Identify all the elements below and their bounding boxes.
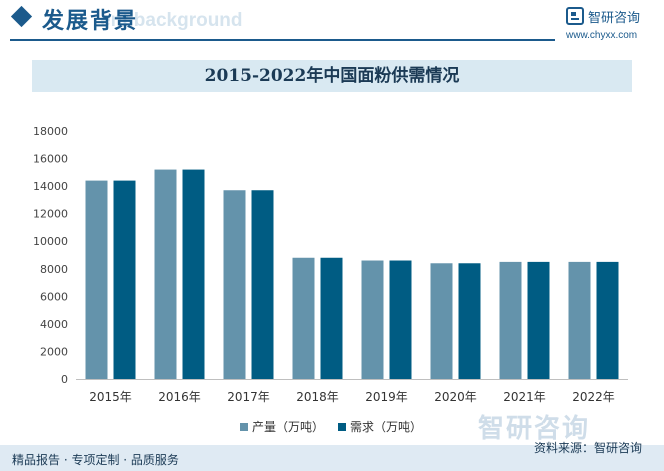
bar bbox=[499, 261, 522, 379]
bar bbox=[458, 263, 481, 379]
footer-tagline: 精品报告 · 专项定制 · 品质服务 bbox=[12, 453, 179, 467]
x-tick-label: 2019年 bbox=[365, 390, 408, 404]
y-tick-label: 4000 bbox=[40, 318, 68, 331]
y-tick-label: 16000 bbox=[33, 153, 68, 166]
chyxx-logo-icon bbox=[566, 7, 584, 25]
y-tick-label: 0 bbox=[61, 373, 68, 386]
footer-bar bbox=[0, 445, 664, 471]
chart-title: 2015-2022年中国面粉供需情况 bbox=[204, 66, 460, 86]
bar bbox=[430, 263, 453, 379]
bar bbox=[568, 261, 591, 379]
legend-item: 需求（万吨） bbox=[338, 418, 422, 435]
source-note: 资料来源：智研咨询 bbox=[534, 441, 643, 455]
bar bbox=[251, 190, 274, 379]
legend-swatch bbox=[338, 422, 347, 431]
header-divider bbox=[10, 39, 555, 41]
x-tick-label: 2015年 bbox=[89, 390, 132, 404]
x-tick-label: 2022年 bbox=[572, 390, 615, 404]
legend-swatch bbox=[240, 422, 248, 431]
bar bbox=[182, 169, 205, 379]
bar bbox=[223, 190, 246, 379]
header-subtitle: ent background bbox=[100, 10, 243, 31]
y-tick-label: 10000 bbox=[33, 235, 68, 248]
bar bbox=[320, 257, 343, 379]
y-tick-label: 2000 bbox=[40, 345, 68, 358]
brand-url[interactable]: www.chyxx.com bbox=[566, 30, 638, 41]
y-tick-label: 18000 bbox=[33, 125, 68, 138]
y-tick-label: 14000 bbox=[33, 180, 68, 193]
x-tick-label: 2017年 bbox=[227, 390, 270, 404]
legend-label: 产量（万吨） bbox=[252, 420, 325, 434]
bar bbox=[527, 261, 550, 379]
bar bbox=[154, 169, 177, 379]
y-tick-label: 12000 bbox=[33, 208, 68, 221]
header-title: 发展背景 bbox=[42, 9, 139, 34]
chart-title-bar: 2015-2022年中国面粉供需情况 bbox=[32, 60, 632, 92]
bar bbox=[596, 261, 619, 379]
x-tick-label: 2016年 bbox=[158, 390, 201, 404]
footer-watermark: 智研咨询 bbox=[478, 414, 591, 444]
brand-name: 智研咨询 bbox=[588, 11, 641, 26]
x-tick-label: 2020年 bbox=[434, 390, 477, 404]
y-tick-label: 6000 bbox=[40, 290, 68, 303]
legend-item: 产量（万吨） bbox=[240, 418, 324, 435]
header: ent background 发展背景 bbox=[0, 0, 664, 44]
bar bbox=[85, 180, 108, 379]
y-tick-label: 8000 bbox=[40, 263, 68, 276]
chart-legend: 产量（万吨） 需求（万吨） bbox=[240, 418, 436, 434]
bar bbox=[389, 260, 412, 379]
x-tick-label: 2021年 bbox=[503, 390, 546, 404]
bar bbox=[113, 180, 136, 379]
bar bbox=[292, 257, 315, 379]
legend-label: 需求（万吨） bbox=[350, 420, 423, 434]
bar bbox=[361, 260, 384, 379]
x-tick-label: 2018年 bbox=[296, 390, 339, 404]
